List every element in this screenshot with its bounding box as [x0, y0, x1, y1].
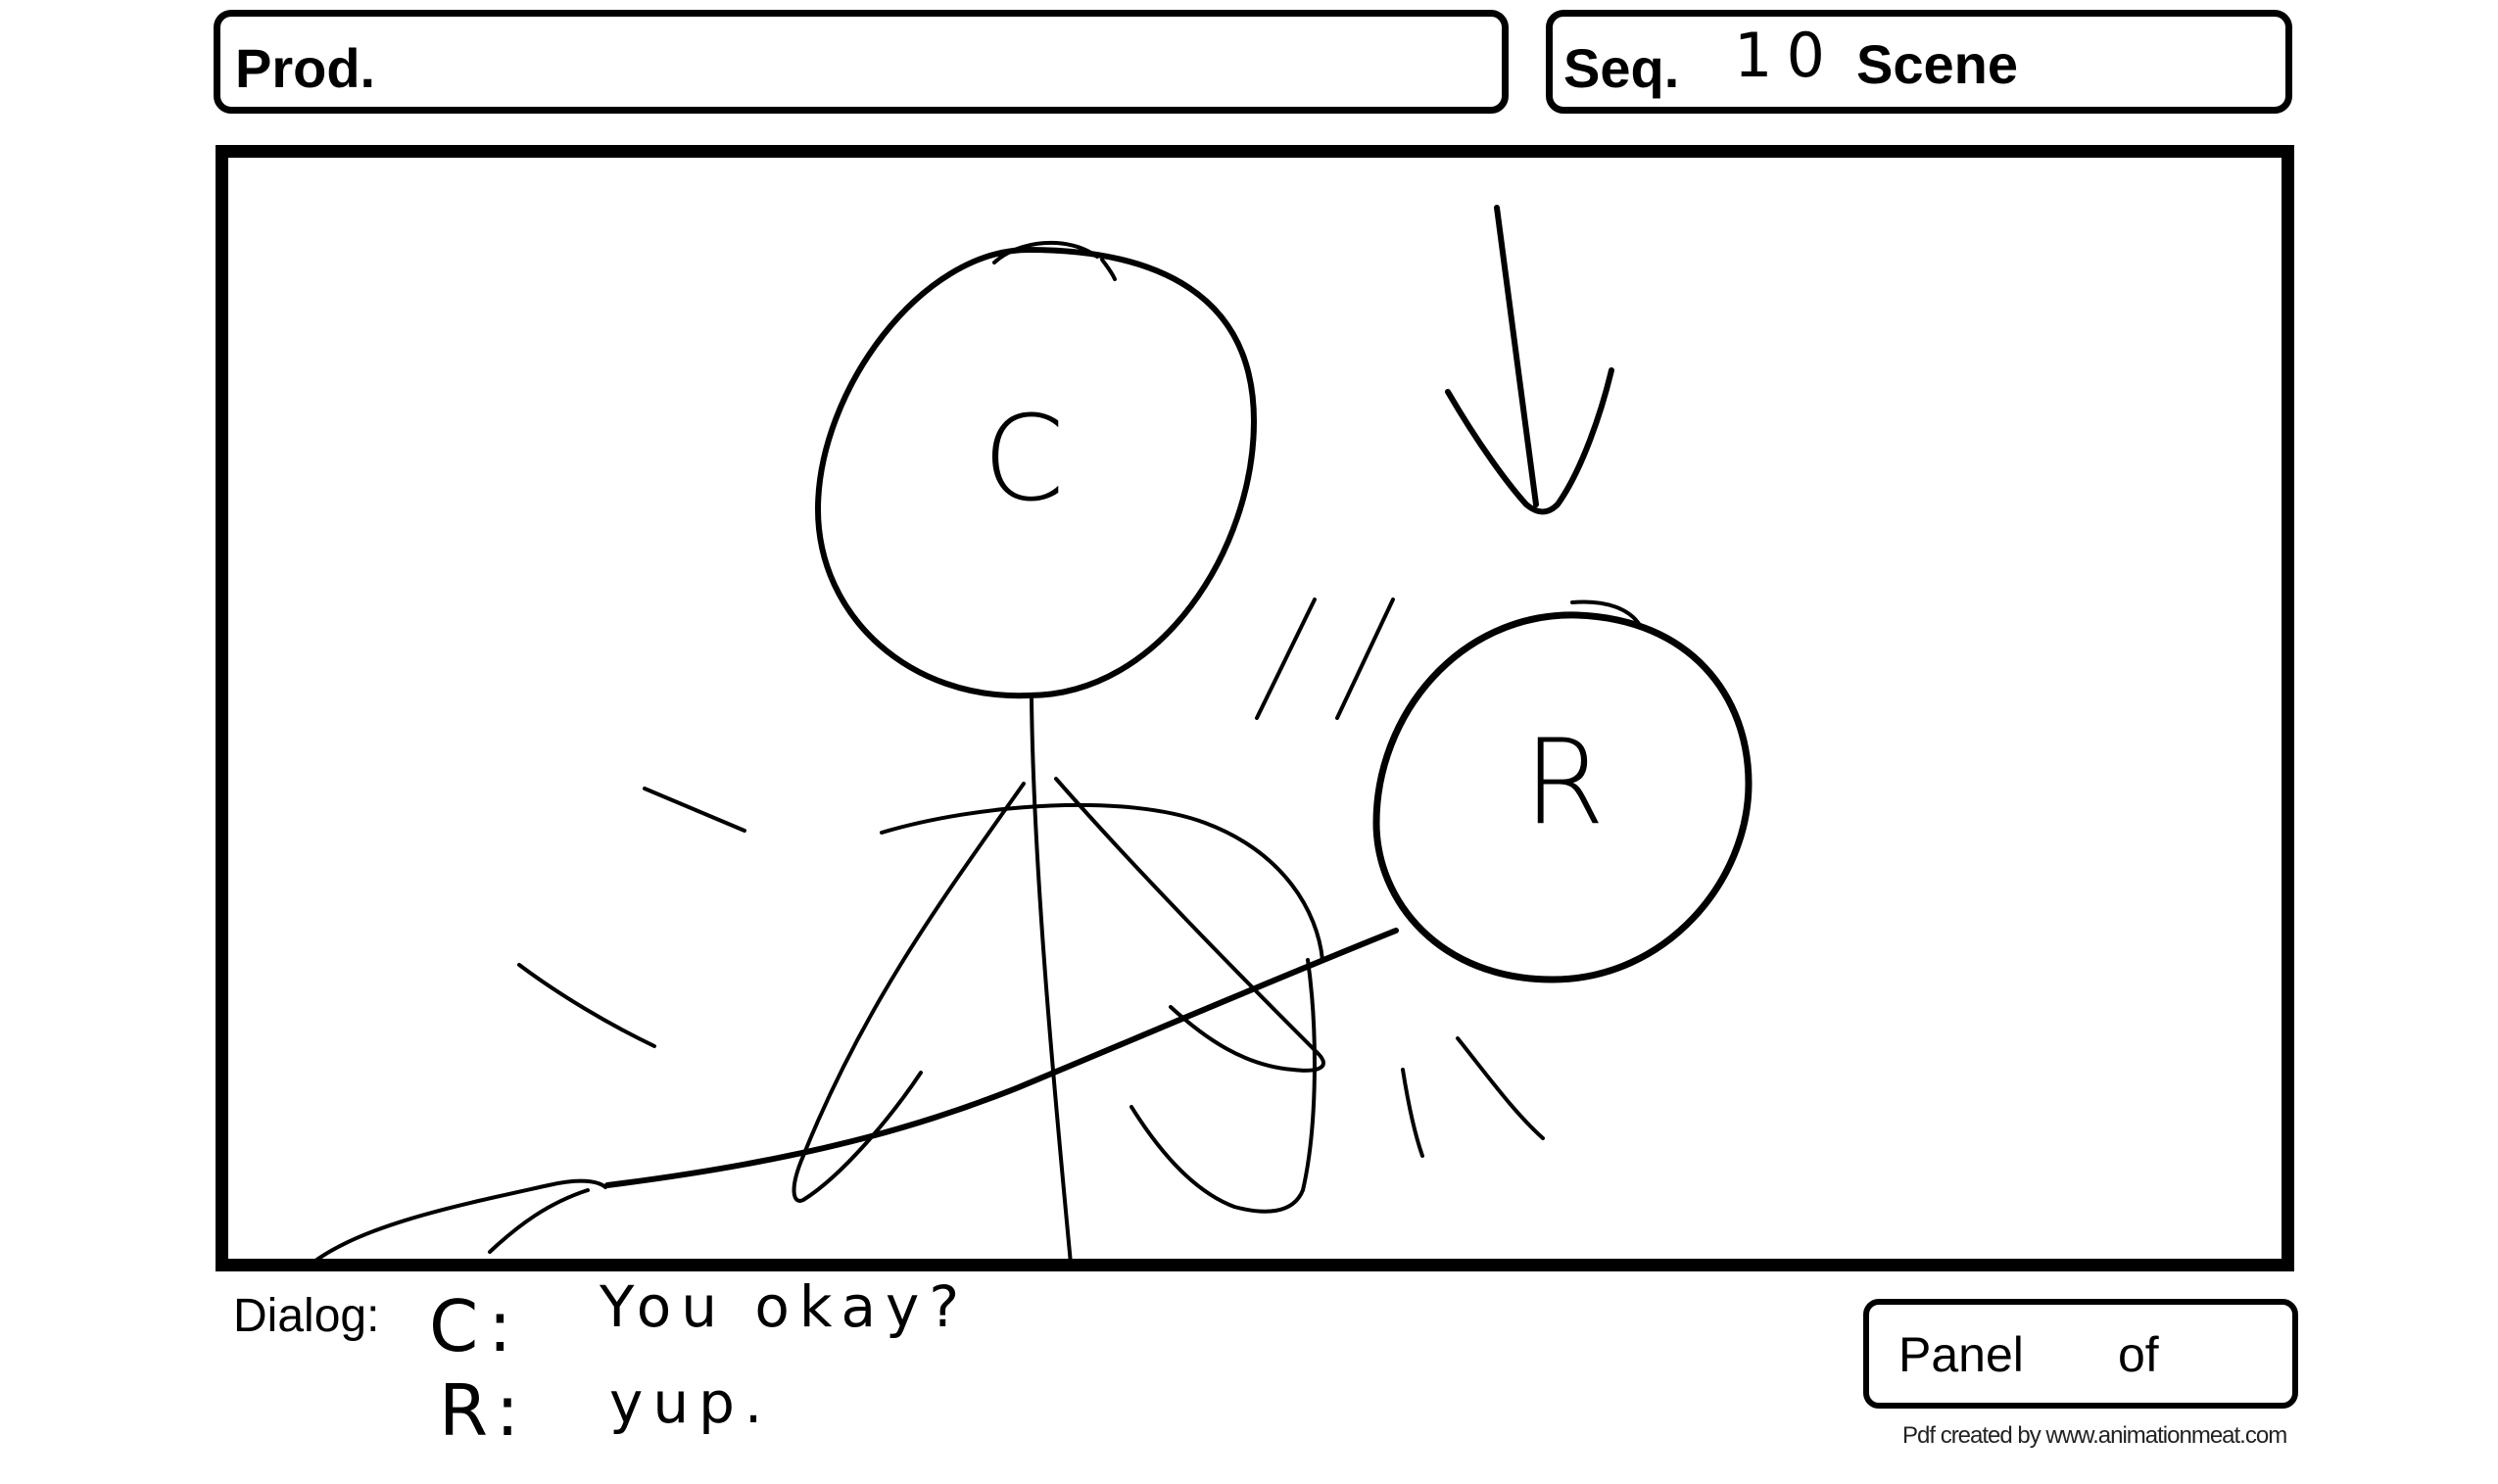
seq-scene-field[interactable]: [1546, 10, 2292, 114]
panel-label: Panel: [1898, 1327, 2024, 1382]
of-label: of: [2118, 1327, 2159, 1382]
dialog-text: yup.: [609, 1369, 773, 1436]
dialog-speaker: C:: [429, 1285, 522, 1367]
character-r-label: R: [1523, 715, 1606, 851]
character-c-body: [1030, 695, 1073, 1266]
speed-line: [1335, 598, 1395, 720]
panel-number-field[interactable]: [1863, 1299, 2298, 1409]
long-stroke: [604, 928, 1399, 1188]
speed-line: [517, 963, 656, 1048]
character-c-left-arm: [792, 782, 1026, 1203]
arrow-down-icon: [1445, 205, 1614, 515]
dialog-label: Dialog:: [233, 1290, 380, 1342]
character-c-right-arm: [1054, 777, 1325, 1073]
seq-label: Seq.: [1563, 37, 1680, 99]
credit-text: Pdf created by www.animationmeat.com: [1902, 1422, 2287, 1449]
speed-line: [1456, 1036, 1545, 1140]
head-scribble: [992, 240, 1117, 281]
character-c-shoulders: [880, 802, 1324, 962]
seq-value: 10: [1734, 20, 1839, 91]
storyboard-frame: [216, 145, 2294, 1271]
head-scribble-r: [1570, 599, 1643, 629]
scene-label: Scene: [1856, 33, 2018, 95]
speed-line: [643, 787, 746, 833]
character-r-head: [1372, 611, 1753, 983]
prod-field[interactable]: [214, 10, 1509, 114]
dialog-text: You okay?: [600, 1273, 970, 1340]
character-c-label: C: [983, 392, 1065, 528]
speed-line: [1401, 1068, 1424, 1158]
prod-label: Prod.: [235, 37, 376, 99]
character-c-lower-arm: [1129, 958, 1317, 1214]
ground-stroke: [310, 1178, 607, 1266]
character-c-head: [815, 247, 1257, 699]
dialog-speaker: R:: [439, 1369, 530, 1452]
speed-line: [1255, 598, 1317, 720]
